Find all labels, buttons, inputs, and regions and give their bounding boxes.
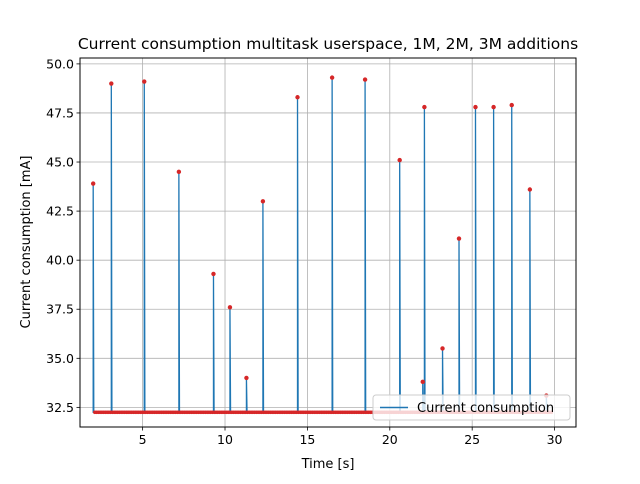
peak-point: [90, 181, 96, 186]
y-axis-title: Current consumption [mA]: [19, 156, 34, 329]
peak-point: [211, 271, 216, 277]
y-tick-label: 32.5: [46, 400, 74, 415]
peak-point: [227, 305, 233, 310]
axis-ticks: 5 10 15 20 25 30 32.5 35.0 37.5 40.0 42.5 45.0 47.5 5…: [46, 56, 562, 447]
x-tick-label: 25: [464, 432, 480, 447]
y-tick-label: 42.5: [46, 204, 74, 219]
y-tick-label: 50.0: [46, 56, 74, 71]
peak-point: [142, 79, 147, 84]
peak-point: [362, 77, 368, 82]
x-tick-label: 30: [547, 432, 563, 447]
legend-label: Current consumption: [417, 401, 554, 416]
y-tick-label: 40.0: [46, 253, 74, 268]
peak-point: [509, 102, 514, 108]
y-tick-label: 45.0: [46, 155, 74, 170]
x-tick-label: 5: [139, 432, 147, 447]
peak-point: [295, 95, 300, 100]
peak-point: [440, 346, 445, 351]
plot-frame: [79, 57, 577, 428]
peak-point: [456, 236, 462, 241]
peak-point: [527, 187, 533, 192]
legend-box: [372, 394, 571, 421]
peak-point: [176, 169, 182, 175]
peak-point: [397, 157, 402, 163]
peak-point: [244, 375, 249, 381]
x-tick-label: 10: [217, 432, 233, 447]
peak-point: [260, 199, 266, 204]
peak-point: [473, 104, 478, 110]
x-axis-title: Time [s]: [301, 457, 355, 472]
chart-title: Current consumption multitask userspace,…: [78, 35, 578, 53]
y-tick-label: 47.5: [46, 105, 74, 120]
y-tick-label: 37.5: [46, 302, 74, 317]
legend: Current consumption: [372, 394, 571, 421]
x-tick-label: 15: [299, 432, 315, 447]
peak-point: [109, 81, 114, 86]
y-tick-label: 35.0: [46, 351, 74, 366]
peak-point: [329, 75, 335, 80]
peak-point: [422, 104, 427, 110]
peak-point: [420, 379, 425, 385]
x-tick-label: 20: [382, 432, 398, 447]
peak-point: [491, 104, 496, 110]
